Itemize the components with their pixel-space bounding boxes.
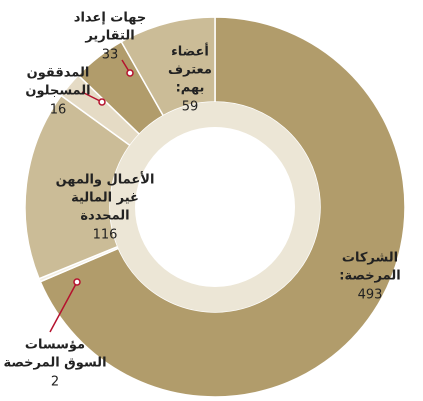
callout-line — [49, 281, 78, 333]
slice-label: الأعمال والمهن — [56, 171, 155, 188]
slice-label: بهم: — [176, 81, 205, 96]
value-label: 33 — [102, 48, 119, 63]
slice-label: مؤسسات — [25, 338, 85, 353]
slice-label: الشركات — [342, 251, 398, 266]
value-label: 2 — [51, 375, 59, 390]
slice-label: المسجلون — [25, 84, 90, 99]
callout-dot — [98, 98, 106, 106]
slice-label: التقارير — [84, 29, 134, 44]
slice-label: جهات إعداد — [74, 11, 146, 26]
value-label: 16 — [50, 103, 67, 118]
slice-label: المدققون — [27, 66, 90, 81]
slice-label: غير المالية — [71, 191, 139, 206]
donut-hole — [135, 127, 295, 287]
value-label: 59 — [182, 100, 199, 115]
value-label: 116 — [93, 228, 118, 243]
slice-label: السوق المرخصة — [3, 356, 106, 371]
value-label: 493 — [358, 288, 383, 303]
slice-label: معترف — [168, 63, 212, 78]
callout-dot — [73, 278, 81, 286]
callout-dot — [126, 69, 134, 77]
slice-label: المرخصة: — [339, 269, 400, 284]
slice-label: المحددة — [80, 209, 129, 224]
slice-label: أعضاء — [171, 43, 209, 60]
